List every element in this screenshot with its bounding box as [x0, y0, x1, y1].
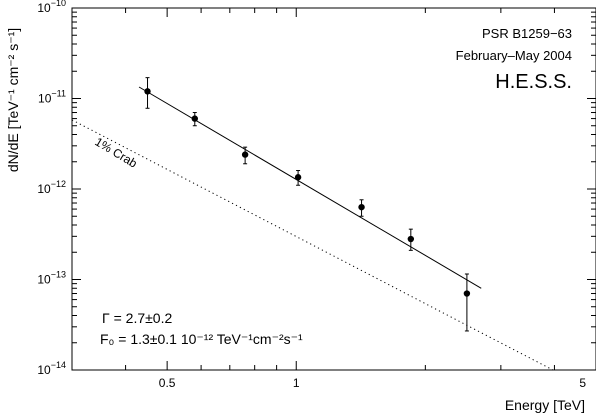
y-axis-label: dN/dE [TeV⁻¹ cm⁻² s⁻¹]: [5, 28, 21, 172]
data-points: [144, 77, 471, 332]
y-tick-label: 10−10: [37, 0, 66, 15]
data-point: [463, 290, 471, 297]
crab-label: 1% Crab: [92, 135, 140, 171]
data-point: [294, 174, 302, 181]
x-tick-label: 5: [579, 376, 586, 390]
y-tick-label: 10−12: [37, 179, 66, 196]
y-tick-label: 10−11: [38, 89, 66, 106]
data-point: [241, 151, 249, 158]
x-tick-label: 0.5: [159, 376, 176, 390]
y-tick-label: 10−14: [37, 360, 66, 377]
data-point: [144, 88, 151, 95]
x-axis-ticks: 0.5 1 5: [71, 8, 596, 390]
x-tick-label: 1: [293, 376, 300, 390]
y-axis-ticks: 10−10 10−11 10−12 10−13 10−14: [37, 0, 596, 377]
gamma-index: Γ = 2.7±0.2: [102, 310, 172, 326]
source-name: PSR B1259−63: [482, 26, 572, 41]
data-point: [407, 235, 415, 243]
observation-period: February–May 2004: [456, 48, 572, 63]
data-point: [191, 115, 198, 122]
normalization-f0: F₀ = 1.3±0.1 10⁻¹² TeV⁻¹cm⁻²s⁻¹: [100, 331, 303, 347]
data-point: [358, 203, 365, 211]
fit-line: [138, 86, 482, 289]
y-tick-label: 10−13: [37, 270, 66, 287]
experiment-name: H.E.S.S.: [495, 71, 572, 93]
x-axis-label: Energy [TeV]: [505, 397, 585, 413]
